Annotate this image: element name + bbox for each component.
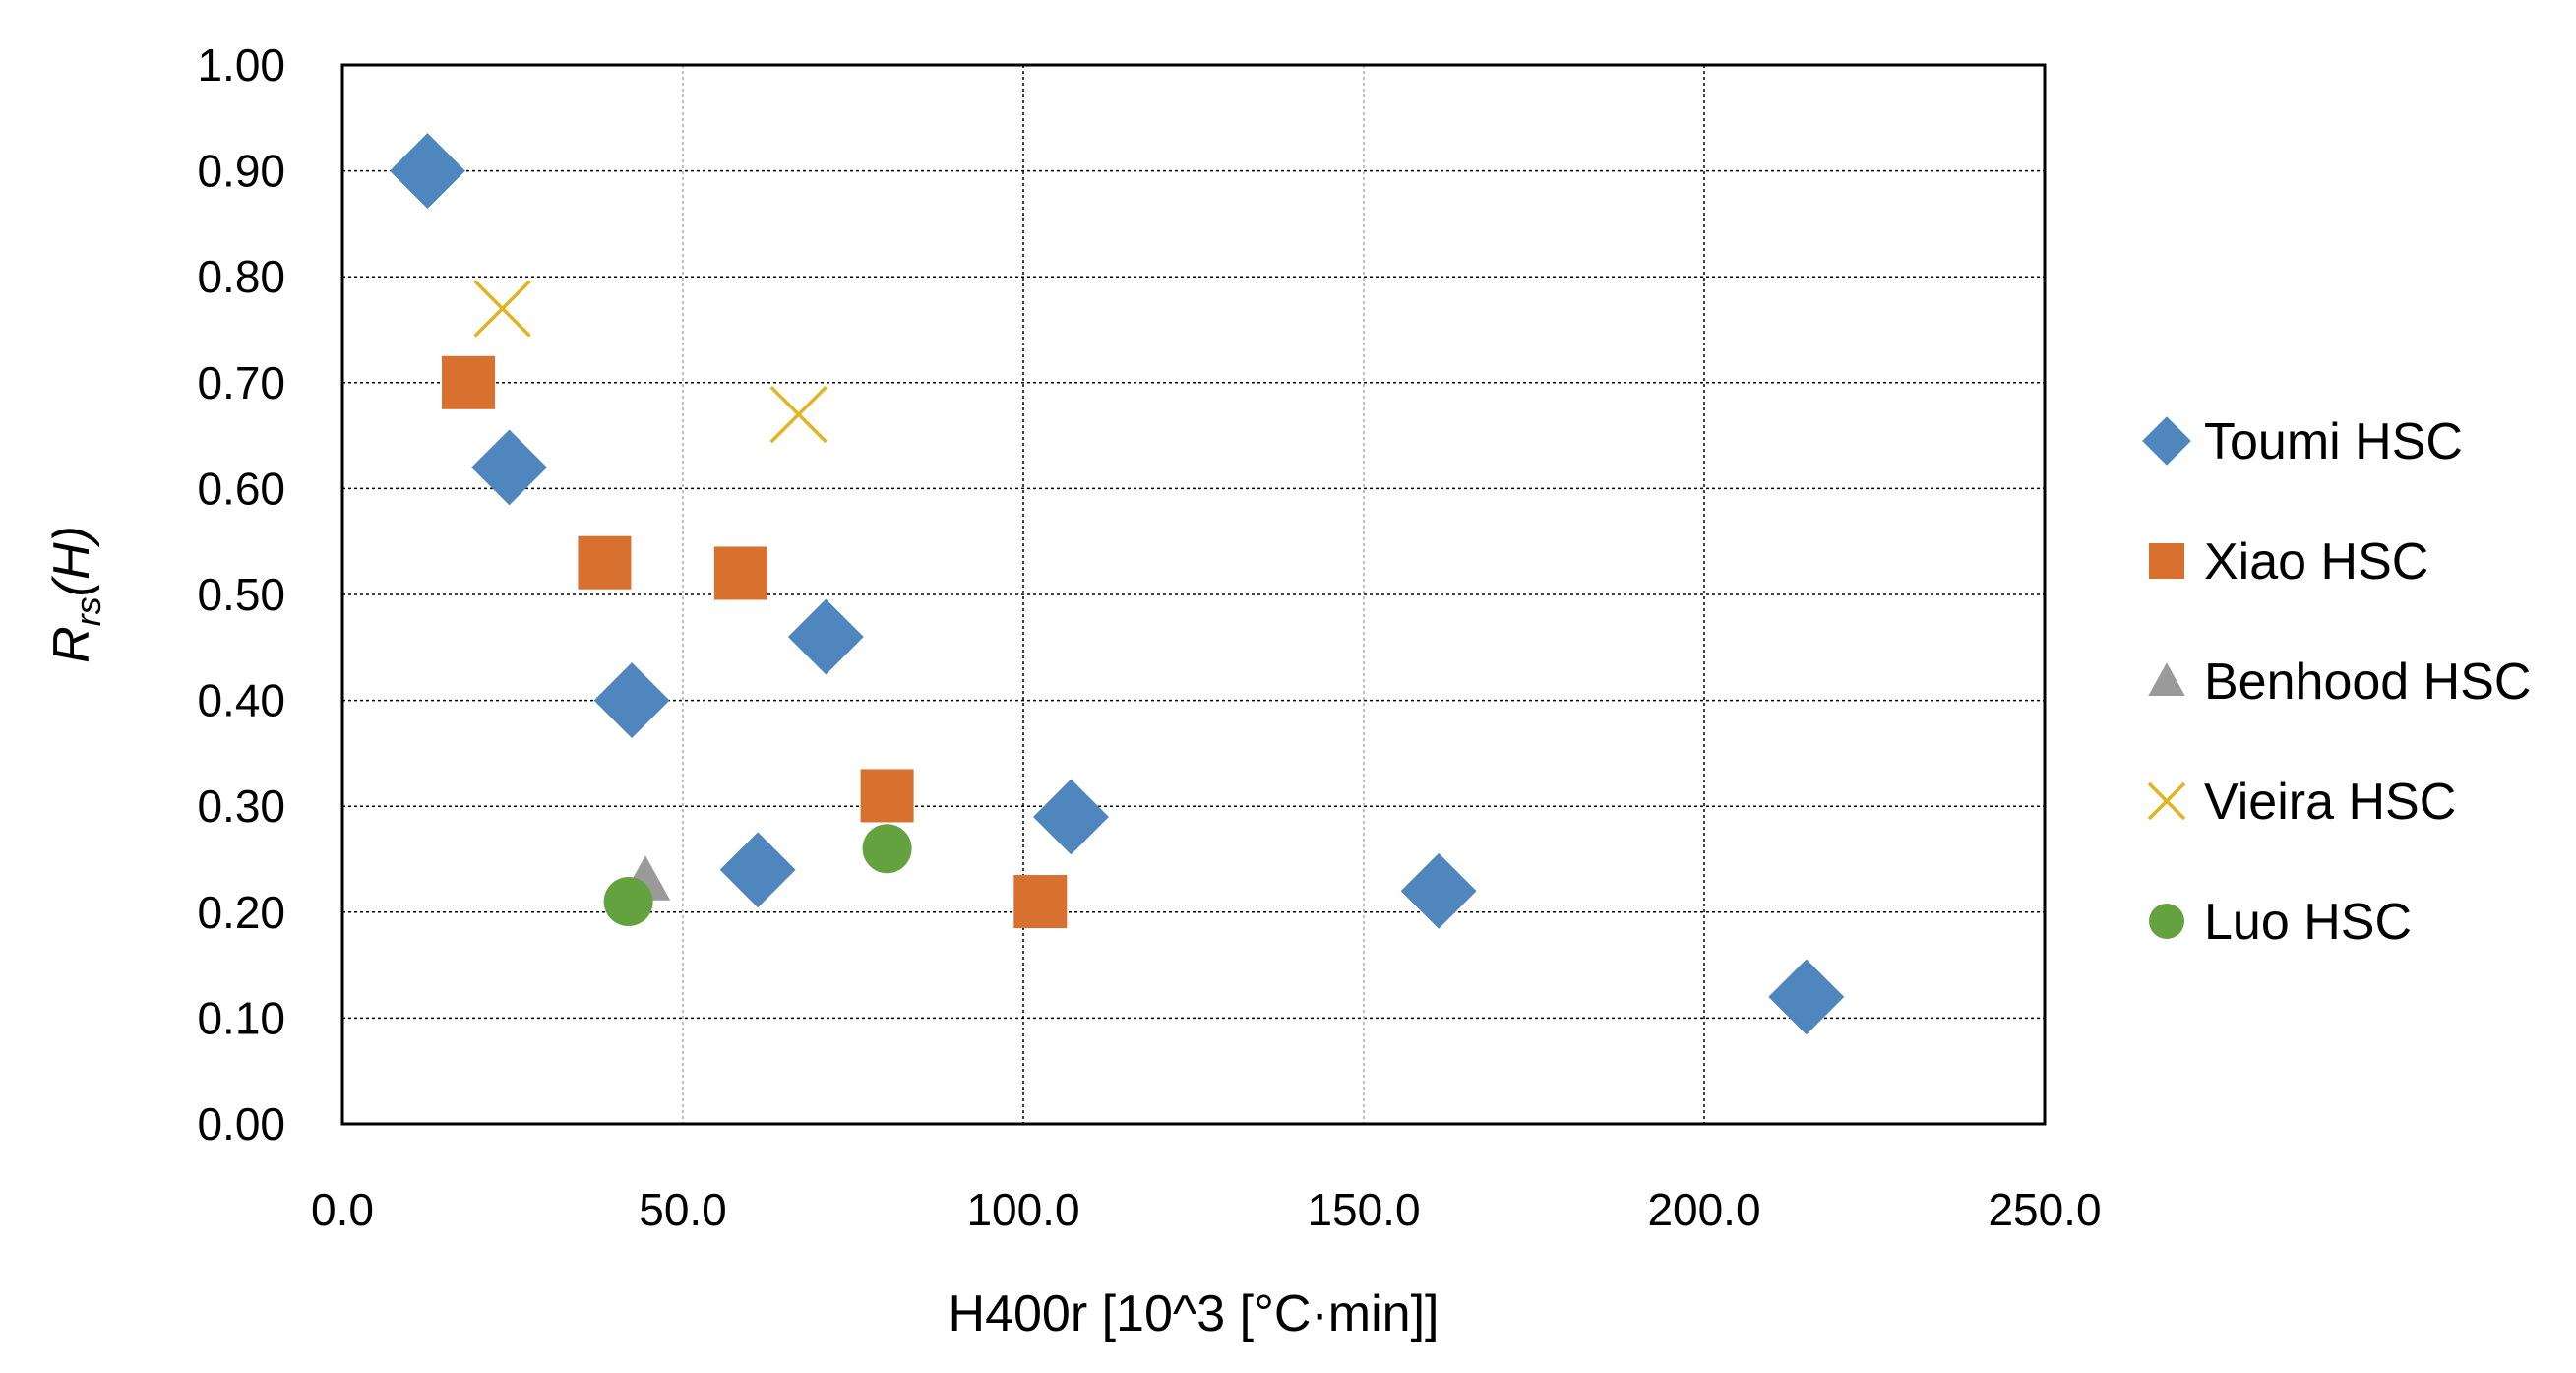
diamond-data-point [1033,779,1109,855]
square-data-point [442,355,496,409]
y-axis-title-subscript: rs [68,596,108,626]
y-tick-label: 0.90 [197,146,285,197]
diamond-data-point [390,133,465,210]
circle-data-point [603,877,653,927]
y-axis-title-rest: (H) [43,526,100,596]
diamond-data-point [1768,959,1845,1035]
diamond-data-point [1400,852,1477,929]
legend-item: Vieira HSC [2147,774,2456,831]
legend-label: Toumi HSC [2204,413,2463,470]
legend-label: Xiao HSC [2204,533,2428,591]
x-axis-title: H400r [10^3 [°C·min]] [949,1285,1440,1342]
x-tick-label: 100.0 [966,1184,1079,1235]
square-data-point [860,769,914,823]
square-data-point [713,546,767,600]
data-points [390,133,1845,1035]
y-axis-title-main: R [43,626,100,663]
plot-area-border [340,63,2047,1126]
square-legend-icon [2149,543,2184,579]
x-tick-label: 50.0 [639,1184,727,1235]
legend-label: Luo HSC [2204,894,2412,951]
x-tick-label: 0.0 [311,1184,374,1235]
x-data-point [769,385,828,444]
legend-item: Benhood HSC [2148,654,2531,711]
y-tick-label: 0.80 [197,251,285,302]
y-tick-label: 0.30 [197,780,285,832]
y-tick-label: 0.10 [197,992,285,1043]
legend-item: Toumi HSC [2142,413,2463,470]
y-axis-tick-labels: 0.00 0.10 0.20 0.30 0.40 0.50 0.60 0.70 0.80 0.90… [197,39,285,1150]
y-tick-label: 0.20 [197,887,285,938]
legend: Toumi HSC Xiao HSC Benhood HSC Vieira HSC Lu… [2142,413,2531,951]
x-legend-icon [2147,781,2186,821]
y-tick-label: 1.00 [197,39,285,91]
legend-item: Xiao HSC [2149,533,2428,591]
y-tick-label: 0.00 [197,1098,285,1150]
legend-label: Vieira HSC [2204,774,2456,831]
square-data-point [1013,875,1068,929]
x-tick-label: 250.0 [1988,1184,2101,1235]
legend-label: Benhood HSC [2204,654,2531,711]
square-data-point [578,535,632,590]
diamond-data-point [593,662,670,739]
x-tick-label: 200.0 [1647,1184,1760,1235]
x-data-point [473,280,531,338]
diamond-data-point [471,429,547,506]
y-tick-label: 0.50 [197,569,285,620]
x-tick-label: 150.0 [1307,1184,1420,1235]
diamond-legend-icon [2142,416,2191,466]
y-tick-label: 0.70 [197,357,285,408]
x-axis-tick-labels: 0.0 50.0 100.0 150.0 200.0 250.0 [311,1184,2102,1235]
y-tick-label: 0.60 [197,463,285,514]
legend-item: Luo HSC [2149,894,2412,951]
y-axis-title: Rrs(H) [43,526,108,663]
circle-data-point [862,824,912,874]
diamond-data-point [719,832,796,908]
triangle-legend-icon [2148,662,2185,696]
diamond-data-point [787,598,864,675]
circle-legend-icon [2149,904,2184,939]
y-tick-label: 0.40 [197,675,285,726]
